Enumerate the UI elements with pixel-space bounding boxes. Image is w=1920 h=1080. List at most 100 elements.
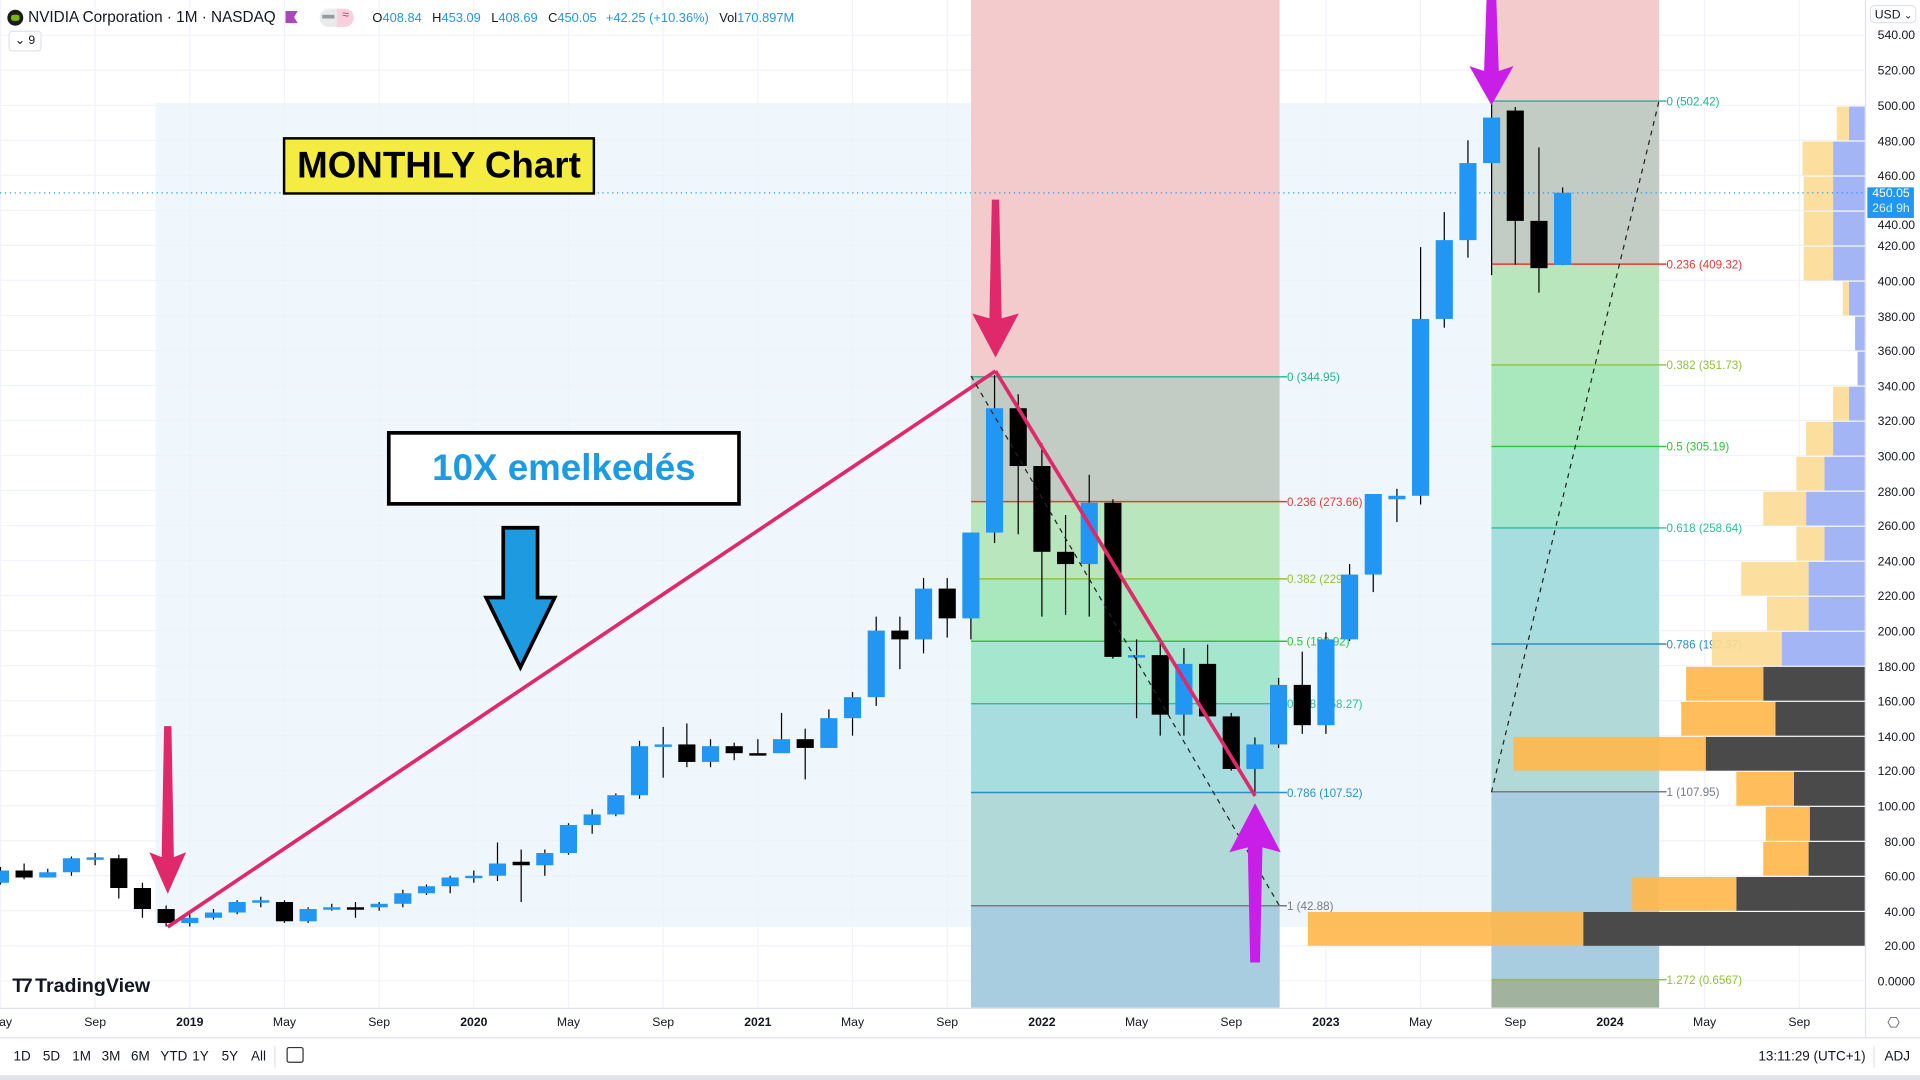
price-tick: 280.00	[1877, 485, 1916, 500]
candle-body	[323, 907, 341, 910]
vp-bar-down	[1809, 806, 1865, 841]
price-range-box[interactable]	[155, 102, 1660, 927]
price-tick: 220.00	[1877, 590, 1916, 605]
time-tick: May	[272, 1016, 297, 1030]
ohlc-values: O408.84 H453.09 L408.69 C450.05 +42.25 (…	[372, 11, 795, 26]
candle-body	[1388, 495, 1406, 500]
fib-level-label: 1 (42.88)	[1287, 900, 1334, 913]
range-button-1m[interactable]: 1M	[72, 1049, 91, 1065]
range-button-5y[interactable]: 5Y	[221, 1049, 239, 1065]
candle-body	[1364, 494, 1382, 575]
candle-body	[1033, 466, 1051, 552]
fib-zone	[1491, 264, 1660, 365]
fib-zone-below	[971, 905, 1280, 1008]
adjust-button[interactable]: ADJ	[1884, 1049, 1910, 1065]
candle-body	[843, 697, 862, 719]
volume-profile	[1307, 106, 1865, 946]
vp-bar-down	[1705, 736, 1865, 771]
chevron-down-icon: ⌄	[1903, 9, 1913, 21]
price-tick: 340.00	[1877, 380, 1916, 395]
vp-bar-down	[1848, 386, 1865, 421]
vp-bar-down	[1848, 281, 1865, 316]
candle-body	[133, 888, 152, 910]
time-tick: May	[0, 1016, 13, 1030]
candle-body	[394, 893, 412, 904]
candle-body	[39, 872, 57, 878]
candle-body	[678, 744, 696, 762]
price-tick: 20.00	[1884, 940, 1916, 955]
fib-zone	[1491, 979, 1660, 1008]
clock-timezone[interactable]: 13:11:29 (UTC+1)	[1758, 1049, 1866, 1065]
vp-bar-down	[1833, 176, 1865, 211]
candle-body	[0, 870, 10, 883]
time-axis[interactable]: May Sep 2019 May Sep 2020 May Sep 2021 May Sep 2022…	[0, 1007, 1865, 1039]
date-range-calendar-icon[interactable]	[286, 1046, 304, 1063]
candle-body	[1128, 655, 1146, 658]
price-tick: 260.00	[1877, 520, 1916, 535]
price-tick: 40.00	[1884, 905, 1916, 920]
vp-bar-up	[1803, 211, 1834, 246]
high-value: 453.09	[441, 11, 481, 26]
fib-level-label: 0.236 (409.32)	[1667, 258, 1743, 271]
currency-select[interactable]: USD ⌄	[1869, 4, 1917, 24]
price-tick: 400.00	[1877, 275, 1916, 289]
candle-body	[370, 903, 388, 908]
candle-body	[1009, 408, 1027, 467]
arrows[interactable]	[149, 0, 1514, 963]
vp-bar-up	[1796, 526, 1825, 561]
candle-body	[252, 900, 270, 903]
candle-body	[820, 718, 838, 748]
vp-bar-up	[1802, 141, 1834, 176]
price-chart[interactable]: 0 (344.95) 0.236 (273.66) 0.382 (229.5) 0.5…	[0, 0, 1865, 1008]
fib-zone	[1491, 364, 1660, 447]
fib-retracements[interactable]: 0 (344.95) 0.236 (273.66) 0.382 (229.5) 0.5…	[971, 0, 1742, 1008]
vp-bar-down	[1857, 351, 1865, 386]
tradingview-logo[interactable]: T7 TradingView	[12, 975, 151, 997]
range-button-6m[interactable]: 6M	[131, 1049, 150, 1065]
chevron-down-icon: ⌄	[14, 34, 25, 48]
range-button-1y[interactable]: 1Y	[192, 1049, 209, 1065]
trend-lines[interactable]	[166, 100, 1660, 929]
candle-body	[86, 857, 104, 860]
indicators-toggle-button[interactable]: ⌄ 9	[8, 30, 42, 52]
vp-bar-down	[1833, 421, 1865, 456]
candle-body	[583, 814, 601, 825]
range-button-3m[interactable]: 3M	[101, 1049, 121, 1065]
fib-zone	[971, 792, 1280, 906]
price-tick: 120.00	[1877, 765, 1916, 780]
fib-trend-dashed-1	[970, 375, 1281, 907]
rise-label[interactable]: 10X emelkedés	[386, 431, 741, 506]
vp-bar-up	[1736, 771, 1794, 806]
candle-body	[465, 875, 483, 879]
symbol-title[interactable]: NVIDIA Corporation · 1M · NASDAQ	[28, 8, 276, 26]
candle-body	[725, 746, 743, 754]
candle-body	[204, 912, 223, 918]
time-tick: May	[1124, 1016, 1149, 1030]
vp-bar-down	[1848, 106, 1865, 141]
candle-body	[962, 532, 980, 619]
monthly-chart-label[interactable]: MONTHLY Chart	[282, 137, 596, 195]
range-button-all[interactable]: All	[251, 1049, 267, 1065]
price-axis[interactable]: USD ⌄ 540.00 520.00 500.00 480.00 460.00 440.…	[1864, 0, 1920, 1008]
vp-bar-down	[1583, 912, 1865, 946]
visibility-toggle[interactable]: ▬ ≈	[319, 7, 355, 27]
candle-body	[891, 630, 909, 640]
candle-body	[1104, 502, 1122, 657]
time-tick: 2020	[460, 1016, 488, 1030]
price-tick: 140.00	[1877, 730, 1916, 745]
fib-zone-above	[1491, 0, 1660, 102]
candle-body	[630, 746, 649, 796]
time-axis-settings-icon[interactable]: ⎔	[1864, 1007, 1920, 1039]
candle-body	[1483, 117, 1501, 164]
range-button-ytd[interactable]: YTD	[160, 1049, 188, 1065]
time-tick: May	[1409, 1016, 1433, 1030]
flag-icon[interactable]	[285, 11, 298, 24]
candle-body	[512, 861, 530, 866]
price-tick: 480.00	[1877, 135, 1916, 149]
trend-line-fall	[993, 370, 1257, 797]
range-button-5d[interactable]: 5D	[42, 1049, 61, 1065]
arrow-down-blue-icon	[483, 525, 558, 672]
candle-body	[749, 753, 767, 756]
candle-body	[1056, 551, 1075, 565]
range-button-1d[interactable]: 1D	[13, 1049, 31, 1065]
